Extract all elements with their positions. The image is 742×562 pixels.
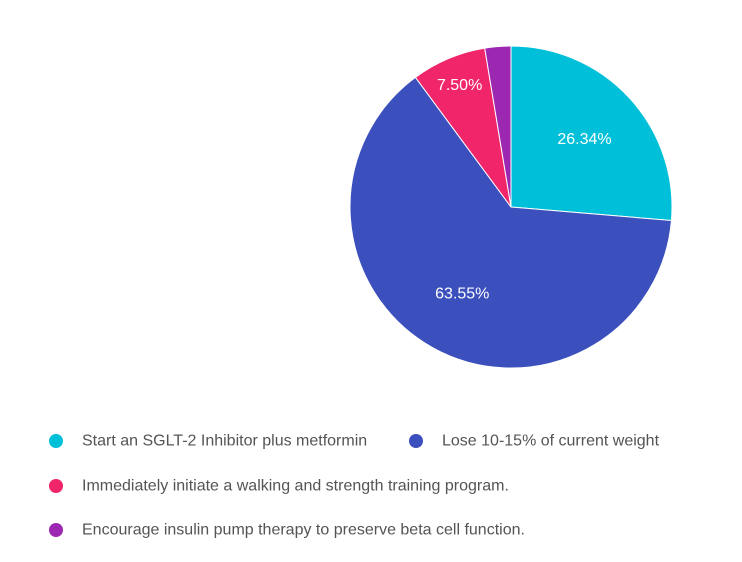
legend-label: Immediately initiate a walking and stren…	[82, 478, 509, 495]
legend-item-immediately-initiate-a-walking-and-strength-training-program[interactable]: Immediately initiate a walking and stren…	[49, 478, 509, 495]
pie-slice-labels: 26.34% 63.55% 7.50%	[435, 77, 611, 303]
legend-swatch	[49, 523, 63, 537]
legend-item-encourage-insulin-pump-therapy-to-preserve-beta-cell-function[interactable]: Encourage insulin pump therapy to preser…	[49, 522, 525, 539]
legend-label: Lose 10-15% of current weight	[442, 433, 660, 450]
slice-data-label: 7.50%	[437, 77, 482, 94]
pie-slice-start-an-sglt-2-inhibitor-plus-metformin[interactable]	[510, 45, 673, 222]
pie-slices	[349, 45, 673, 369]
slice-data-label: 63.55%	[435, 286, 489, 303]
legend-swatch	[49, 479, 63, 493]
legend-swatch	[409, 434, 423, 448]
pie-slice-encourage-insulin-pump-therapy-to-preserve-beta-cell-function[interactable]	[484, 45, 512, 208]
legend-item-start-an-sglt-2-inhibitor-plus-metformin[interactable]: Start an SGLT-2 Inhibitor plus metformin	[49, 433, 367, 450]
legend-item-lose-10-15-of-current-weight[interactable]: Lose 10-15% of current weight	[409, 433, 660, 450]
slice-data-label: 26.34%	[557, 131, 611, 148]
legend-label: Start an SGLT-2 Inhibitor plus metformin	[82, 433, 367, 450]
legend-swatch	[49, 434, 63, 448]
pie-slice-lose-10-15-of-current-weight[interactable]	[349, 76, 672, 369]
legend-label: Encourage insulin pump therapy to preser…	[82, 522, 525, 539]
chart-legend: Start an SGLT-2 Inhibitor plus metformin…	[49, 433, 660, 539]
